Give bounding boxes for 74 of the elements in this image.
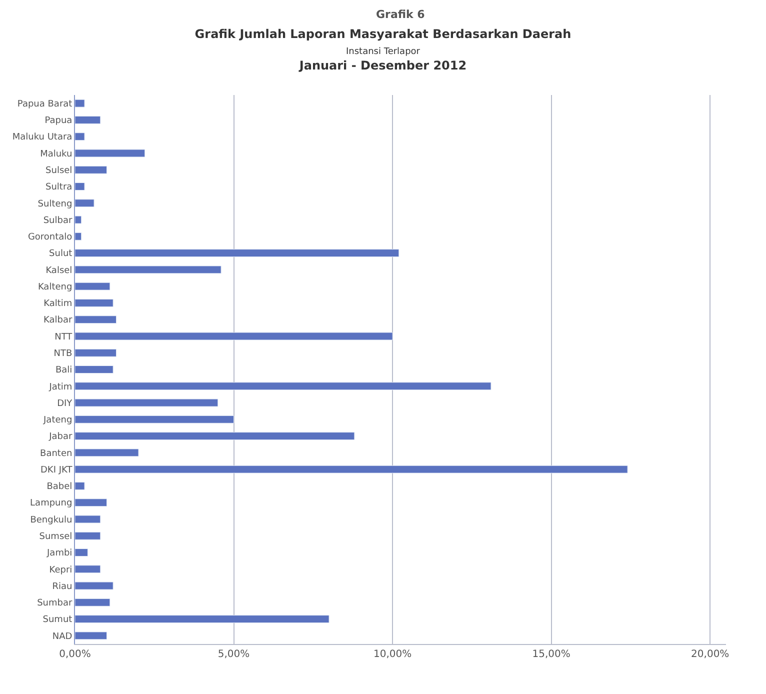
bar	[75, 332, 393, 340]
y-tick-label: Jatim	[48, 382, 72, 392]
y-tick-label: Sumsel	[39, 532, 72, 542]
bar	[75, 316, 117, 324]
bar	[75, 132, 85, 141]
bar	[75, 282, 110, 290]
y-tick-label: Sumbar	[37, 598, 72, 609]
y-tick-label: Maluku Utara	[12, 132, 72, 143]
bar	[75, 548, 88, 556]
y-tick-label: Banten	[40, 448, 72, 459]
bar	[75, 249, 400, 258]
bar	[75, 598, 110, 606]
y-tick-label: Sulut	[49, 249, 73, 260]
y-tick-label: Sulteng	[38, 199, 72, 210]
y-tick-label: NTB	[54, 349, 72, 360]
y-tick-label: Kalbar	[44, 316, 72, 326]
bar	[75, 515, 101, 524]
bar	[75, 366, 114, 374]
y-tick-label: Sumut	[42, 615, 73, 626]
bar	[75, 149, 146, 158]
bar	[75, 199, 94, 208]
y-tick-label: Jambi	[46, 548, 72, 559]
bar	[75, 166, 108, 174]
bar	[75, 398, 218, 407]
text: Grafik 6	[376, 8, 426, 21]
x-tick-label: 5,00%	[218, 649, 250, 660]
y-tick-label: Kalsel	[46, 266, 72, 276]
bar	[75, 216, 82, 224]
y-tick-label: Kepri	[49, 565, 72, 576]
bar	[75, 382, 492, 390]
y-tick-label: Jabar	[48, 432, 72, 442]
y-tick-label: Sultra	[46, 182, 72, 193]
bar	[75, 298, 114, 307]
chart-title: Grafik Jumlah Laporan Masyarakat Berdasarkan Daerah	[194, 27, 572, 42]
bar	[75, 532, 101, 540]
y-tick-label: Papua Barat	[17, 99, 73, 110]
chart-subtitle: Instansi Terlapor Januari - Desember 2012	[298, 46, 467, 72]
bar	[75, 415, 234, 424]
bar	[75, 465, 628, 474]
y-tick-label: Bali	[55, 366, 72, 376]
y-tick-label: Kaltim	[44, 299, 72, 310]
bar	[75, 498, 108, 507]
x-tick-label: 20,00%	[691, 649, 730, 660]
bar	[75, 182, 85, 190]
y-tick-label: Sulsel	[46, 166, 72, 176]
bar	[75, 232, 82, 240]
y-tick-label: Lampung	[30, 498, 72, 509]
y-tick-label: Gorontalo	[28, 232, 73, 243]
x-tick-label: 0,00%	[59, 649, 91, 660]
y-tick-label: Babel	[46, 482, 72, 492]
bar	[75, 432, 355, 440]
bar	[75, 482, 85, 490]
y-tick-label: Bengkulu	[30, 515, 72, 526]
bar	[75, 99, 85, 108]
y-tick-label: DIY	[57, 398, 73, 409]
y-tick-label: Papua	[44, 116, 72, 126]
y-tick-label: NTT	[54, 332, 73, 342]
bar	[75, 582, 114, 590]
y-tick-label: Sulbar	[43, 216, 72, 226]
bar	[75, 632, 108, 640]
y-tick-label: Riau	[52, 582, 72, 592]
bar	[75, 448, 139, 457]
bar	[75, 348, 117, 357]
x-tick-label: 10,00%	[373, 649, 412, 660]
bar	[75, 266, 222, 274]
bar	[75, 116, 101, 124]
bar	[75, 565, 101, 574]
y-tick-label: Jateng	[42, 416, 72, 426]
y-tick-label: NAD	[52, 632, 72, 642]
y-tick-label: Kalteng	[38, 282, 72, 292]
y-tick-label: DKI JKT	[40, 465, 73, 476]
x-tick-label: 15,00%	[532, 649, 570, 660]
y-tick-label: Maluku	[40, 149, 72, 160]
bar	[75, 615, 330, 624]
